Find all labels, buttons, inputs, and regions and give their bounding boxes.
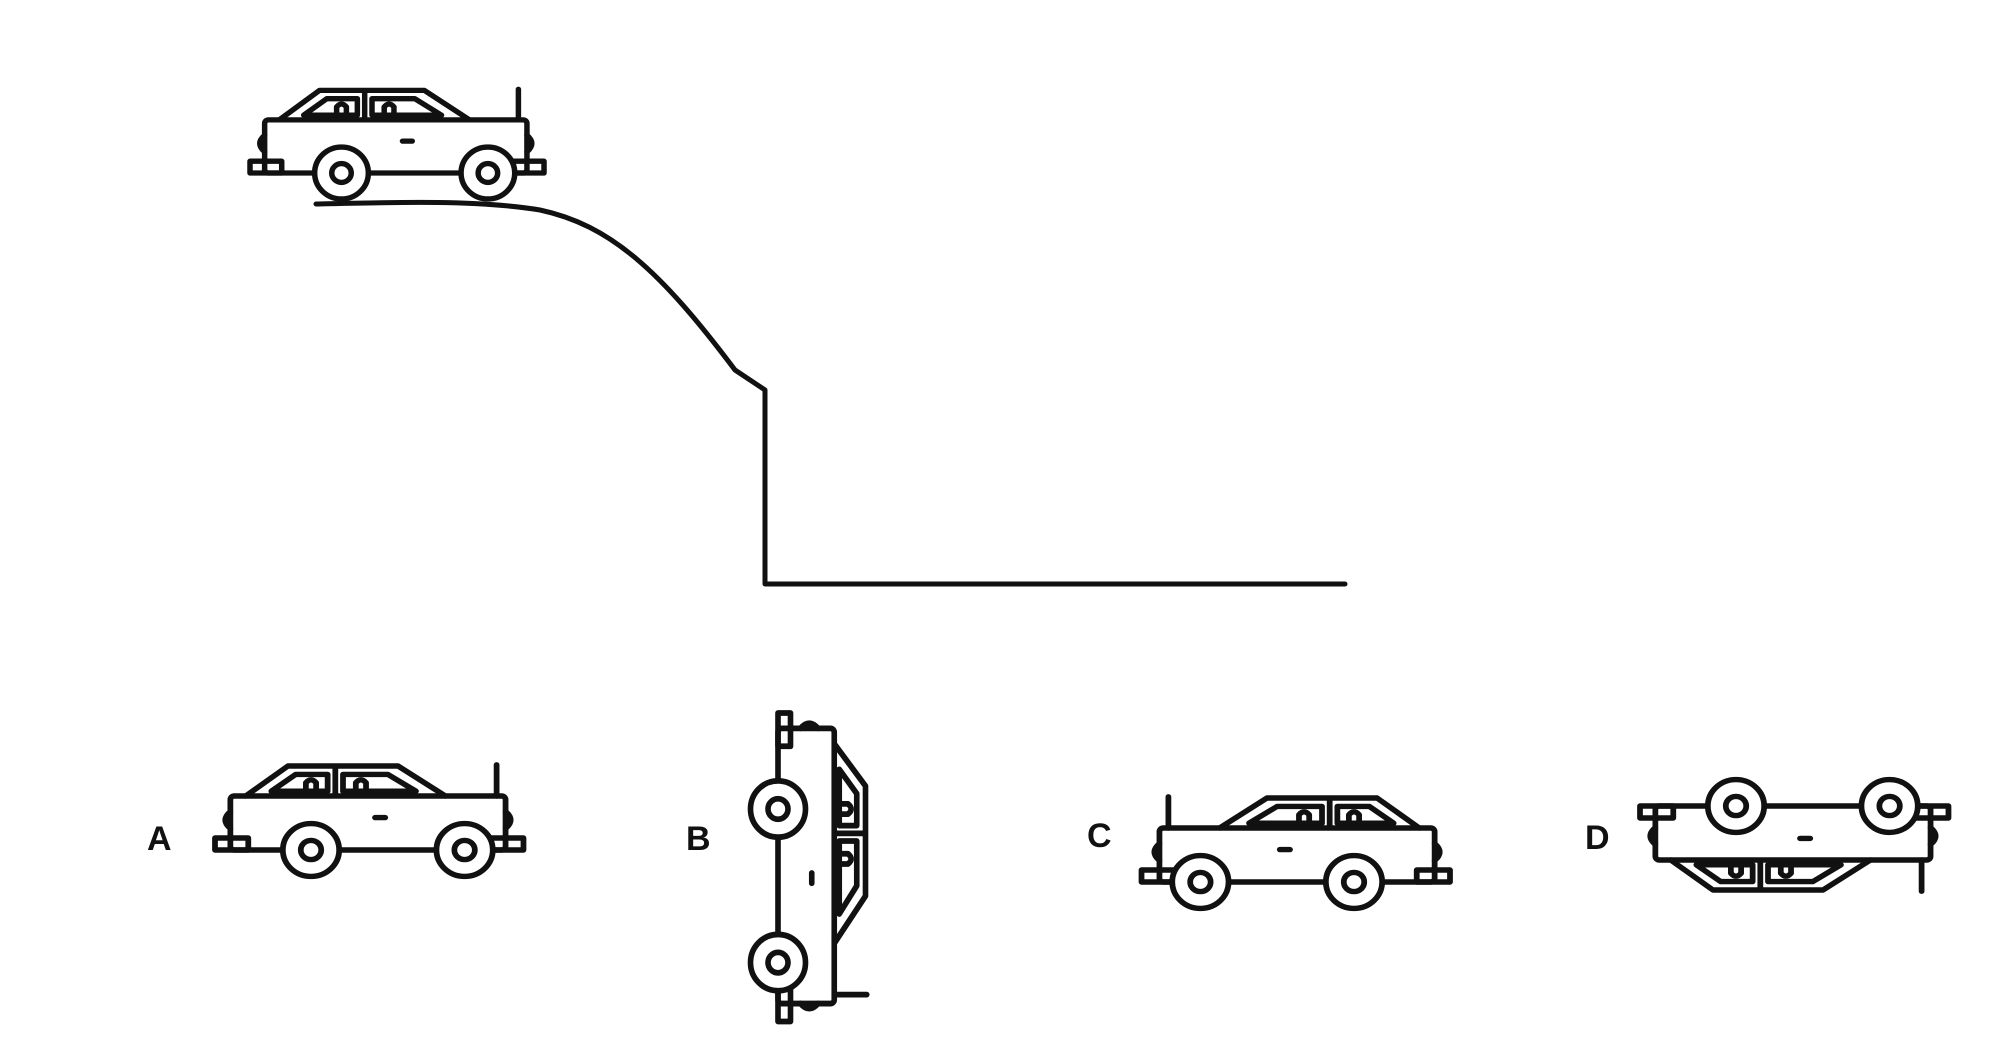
- option-b[interactable]: B: [686, 713, 867, 1021]
- option-c-label: C: [1087, 817, 1112, 855]
- option-b-car-icon: [751, 713, 867, 1021]
- option-d[interactable]: D: [1585, 780, 1948, 892]
- option-c-car-icon: [1142, 797, 1450, 909]
- track-line: [313, 199, 1348, 587]
- reference-car-icon: [250, 89, 544, 199]
- option-a-label: A: [147, 820, 172, 858]
- option-c[interactable]: C: [1087, 797, 1450, 909]
- option-d-car-icon: [1640, 780, 1948, 892]
- option-b-label: B: [686, 820, 711, 858]
- option-d-label: D: [1585, 819, 1610, 857]
- option-a[interactable]: A: [147, 765, 523, 877]
- option-a-car-icon: [215, 765, 523, 877]
